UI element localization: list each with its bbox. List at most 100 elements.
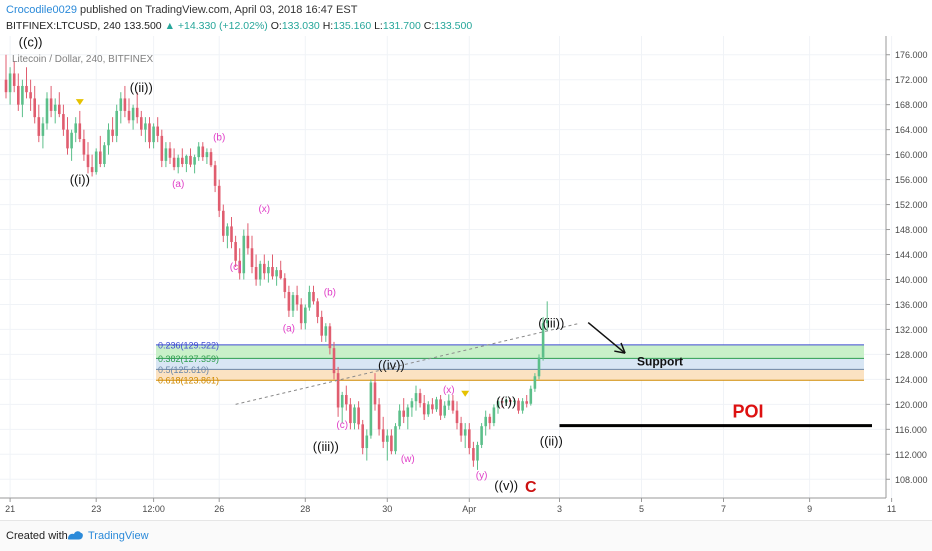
wave-label: ((ii))	[130, 80, 153, 95]
candle-body	[197, 146, 200, 158]
candle-body	[94, 151, 98, 173]
candle-body	[431, 404, 434, 410]
candle-body	[258, 263, 262, 280]
tradingview-logo-icon[interactable]	[66, 528, 84, 542]
created-with-label: Created with	[6, 530, 68, 542]
candle-body	[21, 85, 24, 105]
candle-body	[238, 260, 241, 274]
candle-body	[234, 242, 237, 261]
candle-body	[8, 73, 12, 93]
high-label: H:	[322, 20, 334, 32]
candle-body	[58, 104, 61, 115]
candle-body	[242, 235, 246, 274]
candle-body	[340, 394, 344, 408]
y-tick-label: 156.000	[895, 175, 928, 185]
candle-body	[332, 348, 336, 374]
open-label: O:	[270, 20, 282, 32]
time-axis[interactable]: 21 23 12:00 26 28 30 Apr 3 5 7 9 11	[5, 498, 896, 514]
candle-body	[25, 85, 28, 93]
candle-body	[447, 400, 451, 406]
candle-body	[275, 270, 278, 277]
y-tick-label: 132.000	[895, 325, 928, 335]
candle-body	[176, 157, 180, 168]
candle-body	[271, 267, 274, 277]
chart-area[interactable]: 0.236(129.522) 0.382(127.359) 0.5(125.610)…	[0, 35, 932, 514]
y-tick-label: 168.000	[895, 100, 928, 110]
wave-label: C	[525, 479, 537, 496]
candle-body	[107, 129, 110, 146]
candle-body	[283, 278, 287, 292]
x-tick-label: 21	[5, 504, 15, 514]
last-price: 133.500	[123, 20, 162, 32]
candle-body	[427, 404, 430, 415]
candle-body	[435, 399, 438, 410]
y-tick-label: 144.000	[895, 250, 928, 260]
candle-body	[480, 426, 483, 445]
close-value: 133.500	[434, 20, 473, 32]
drawings[interactable]: POI	[75, 99, 872, 428]
candle-body	[209, 152, 213, 166]
y-tick-label: 116.000	[895, 425, 927, 435]
fib-zone	[156, 358, 864, 370]
wave-label: ((v))	[494, 478, 518, 493]
candle-body	[250, 248, 254, 267]
candle-body	[324, 326, 328, 336]
candle-body	[365, 435, 369, 449]
y-tick-label: 120.000	[895, 400, 928, 410]
candle-body	[144, 123, 147, 130]
open-value: 133.030	[281, 20, 320, 32]
candle-body	[131, 107, 135, 121]
fib-level-label: 0.5(125.610)	[158, 365, 209, 375]
candle-body	[222, 210, 225, 236]
fib-zone	[156, 369, 864, 381]
candle-body	[422, 403, 426, 415]
arrow-shaft	[587, 321, 626, 354]
wave-label: ((i))	[70, 172, 90, 187]
low-label: L:	[374, 20, 383, 32]
y-tick-label: 136.000	[895, 300, 928, 310]
candle-body	[140, 117, 143, 130]
candle-body	[545, 320, 549, 324]
candle-body	[156, 126, 159, 136]
wave-label: (a)	[172, 179, 184, 190]
wave-label: (b)	[213, 132, 225, 143]
candle-body	[414, 393, 418, 402]
chart-header: Crocodile0029 published on TradingView.c…	[0, 0, 932, 36]
fib-level-label: 0.236(129.522)	[158, 340, 219, 350]
price-axis[interactable]: 176.000 172.000 168.000 164.000 160.000 156.0…	[886, 50, 928, 485]
candle-body	[168, 148, 172, 158]
y-tick-label: 164.000	[895, 125, 928, 135]
close-label: C:	[423, 20, 435, 32]
tradingview-brand[interactable]: TradingView	[88, 530, 149, 542]
candle-body	[62, 114, 65, 130]
candle-body	[115, 110, 118, 136]
arrow-head	[614, 350, 626, 354]
candle-body	[12, 73, 16, 86]
candle-body	[70, 132, 73, 149]
y-tick-label: 152.000	[895, 200, 928, 210]
candle-body	[357, 407, 360, 425]
candle-body	[230, 226, 233, 243]
candle-body	[304, 307, 307, 324]
x-tick-label: 12:00	[142, 504, 165, 514]
price-chart[interactable]: 0.236(129.522) 0.382(127.359)0.5(125.610)…	[0, 35, 932, 514]
candle-body	[17, 85, 20, 105]
candle-body	[500, 401, 504, 403]
candle-body	[386, 435, 389, 442]
y-tick-label: 128.000	[895, 350, 928, 360]
candle-body	[496, 401, 500, 408]
candle-body	[4, 79, 8, 93]
x-tick-label: 11	[887, 504, 896, 514]
arrow-head	[620, 342, 626, 354]
x-tick-label: Apr	[462, 504, 476, 514]
candle-body	[390, 435, 393, 452]
candle-body	[74, 123, 77, 133]
candle-body	[345, 394, 348, 405]
candle-body	[78, 123, 82, 140]
candle-body	[455, 410, 459, 424]
y-tick-label: 140.000	[895, 275, 928, 285]
candle-body	[164, 148, 168, 161]
candle-body	[103, 145, 106, 164]
author-link[interactable]: Crocodile0029	[6, 4, 77, 16]
fib-retracement[interactable]: 0.236(129.522) 0.382(127.359)0.5(125.610)…	[156, 340, 864, 386]
